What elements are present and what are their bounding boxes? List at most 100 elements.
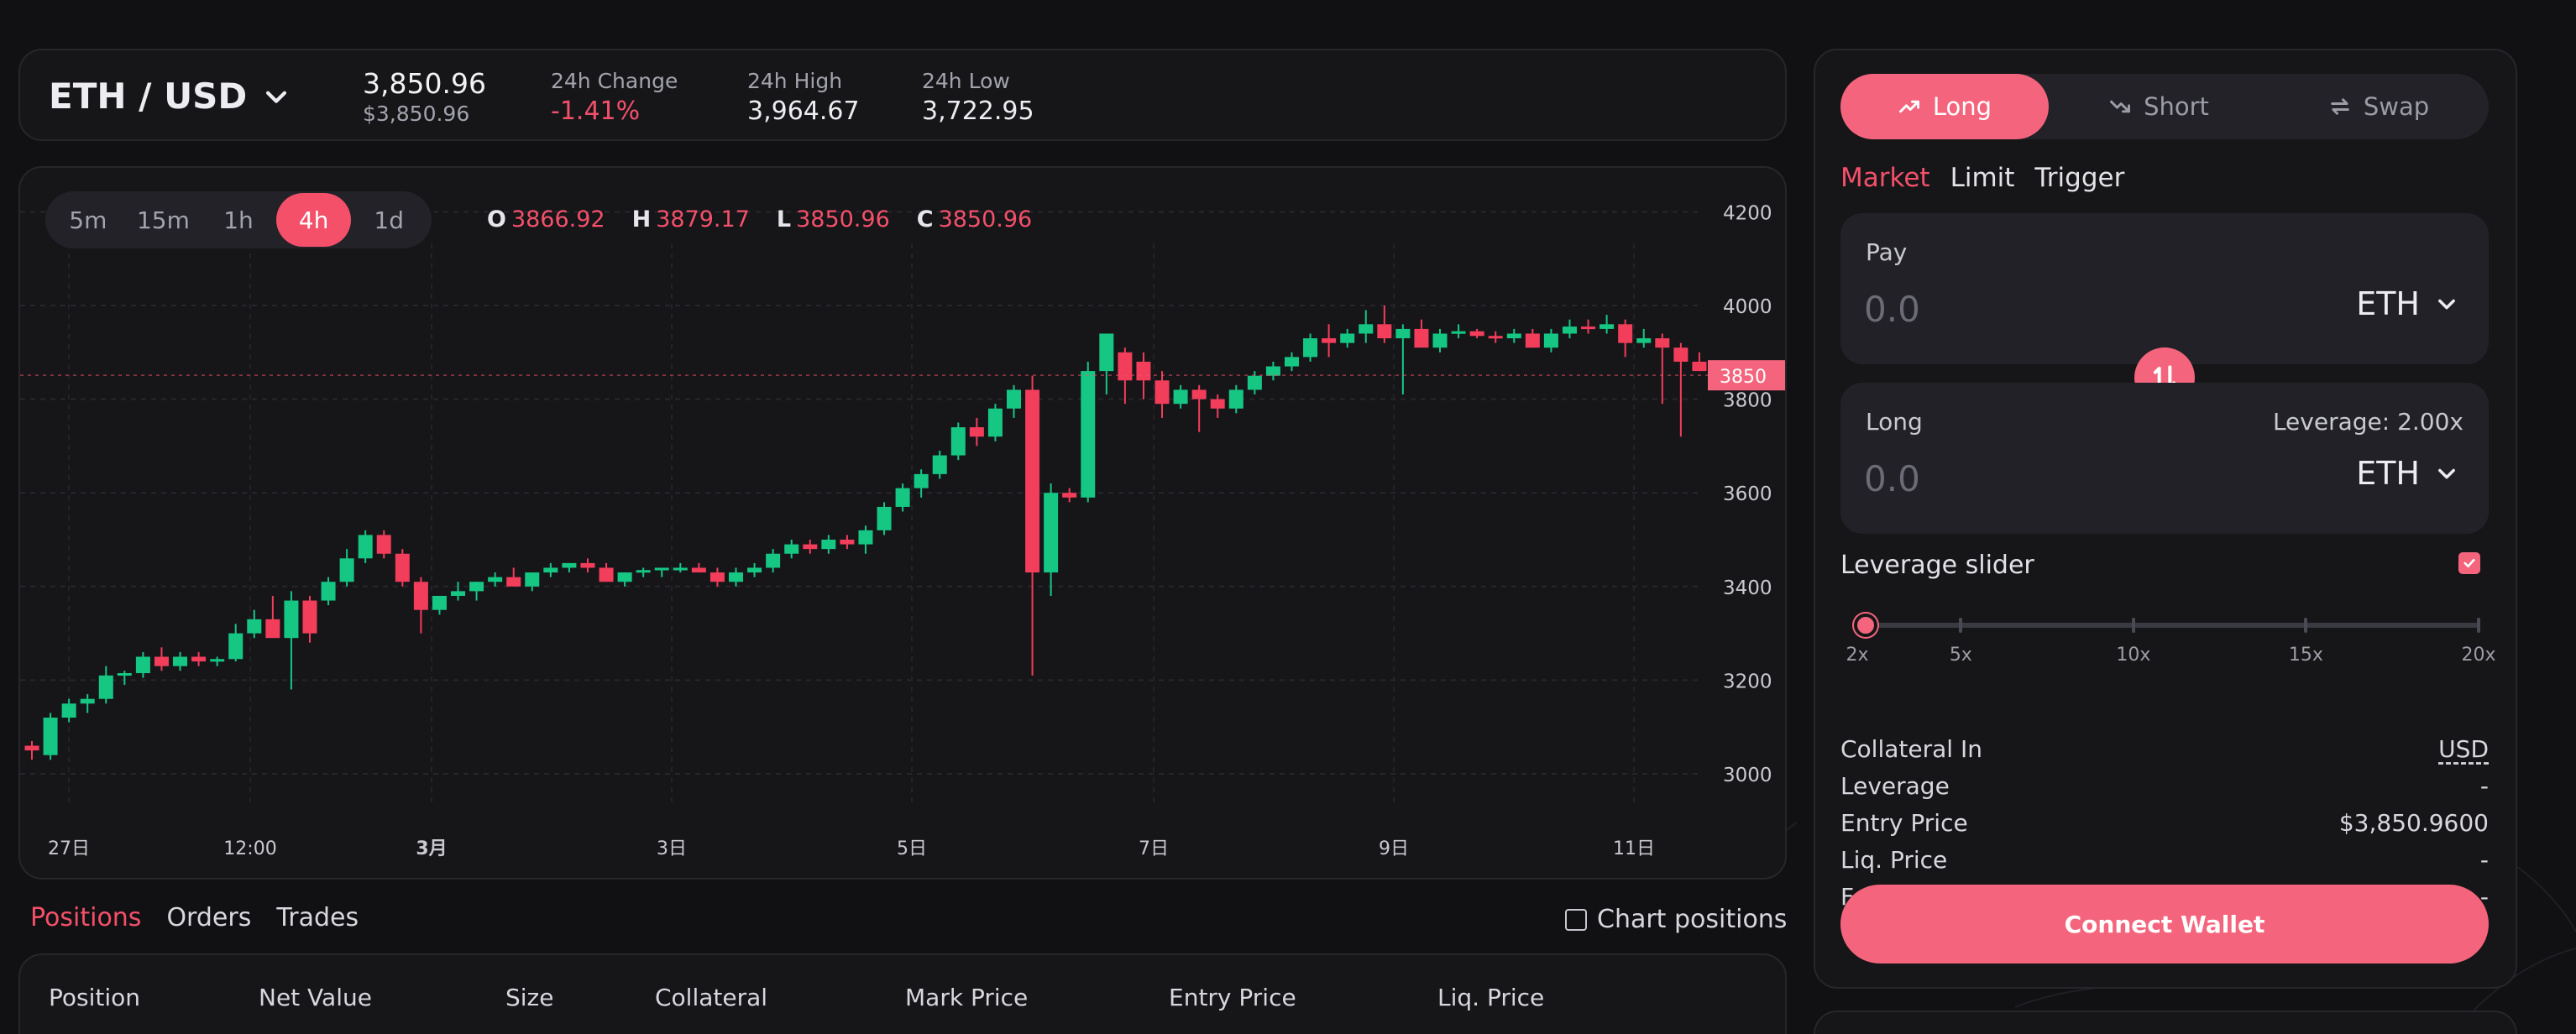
candle-body <box>61 703 76 718</box>
high-label: 24h High <box>747 69 843 93</box>
check-icon <box>2463 558 2475 568</box>
chart-positions-checkbox[interactable] <box>1565 908 1587 931</box>
leverage-slider-row: Leverage slider <box>1840 551 2489 580</box>
candle-body <box>1395 328 1411 339</box>
mode-swap-label: Swap <box>2363 92 2430 121</box>
positions-tabs: Positions Orders Trades <box>30 903 359 932</box>
chevron-down-icon <box>266 91 287 103</box>
info-label: Collateral In <box>1840 735 1982 763</box>
candle-body <box>543 567 558 573</box>
leverage-slider[interactable]: 2x 5x 10x 15x 20x <box>1846 608 2496 666</box>
candle-body <box>154 656 169 666</box>
candle-body <box>98 675 113 699</box>
collateral-token-link[interactable]: USD <box>2438 735 2489 763</box>
column-header-net-value: Net Value <box>259 984 372 1011</box>
candle-body <box>395 553 410 582</box>
price-chart[interactable]: 4200 4000 3800 3600 3400 3200 3000 27日 12:00 3月 3日… <box>20 168 1787 880</box>
info-label: Leverage <box>1840 772 1950 800</box>
tab-positions[interactable]: Positions <box>30 903 142 932</box>
candle-body <box>766 553 781 568</box>
connect-wallet-button[interactable]: Connect Wallet <box>1840 885 2489 964</box>
x-tick-label: 3月 <box>416 838 447 859</box>
info-value: - <box>2479 772 2489 800</box>
timeframe-15m[interactable]: 15m <box>136 206 190 234</box>
candle-body <box>1006 389 1021 409</box>
candle-body <box>840 540 855 545</box>
y-tick-label: 4200 <box>1723 202 1772 224</box>
candle-body <box>525 572 540 587</box>
leverage-slider-label: Leverage slider <box>1840 551 2034 580</box>
timeframe-5m[interactable]: 5m <box>69 206 107 234</box>
pair-selector[interactable]: ETH / USD <box>49 76 291 117</box>
ohlc-readout: O 3866.92 H 3879.17 L 3850.96 C 3850.96 <box>487 206 1032 232</box>
order-type-trigger[interactable]: Trigger <box>2034 163 2125 193</box>
candle-body <box>1118 352 1133 381</box>
column-header-position: Position <box>49 984 141 1011</box>
candle-body <box>617 572 632 582</box>
y-tick-label: 3200 <box>1723 671 1772 692</box>
candle-body <box>636 570 651 573</box>
chart-positions-label: Chart positions <box>1597 905 1788 934</box>
tab-orders[interactable]: Orders <box>166 903 252 932</box>
long-token-selector[interactable]: ETH <box>2356 455 2458 492</box>
column-header-mark-price: Mark Price <box>905 984 1029 1011</box>
info-row-liq-price: Liq. Price - <box>1840 846 2489 883</box>
mode-short-label: Short <box>2144 92 2209 121</box>
y-tick-label: 3000 <box>1723 765 1772 786</box>
candle-body <box>321 582 336 601</box>
candle-body <box>1451 331 1466 334</box>
info-label: Entry Price <box>1840 809 1968 837</box>
ohlc-low: 3850.96 <box>796 206 890 232</box>
mode-long[interactable]: Long <box>1840 74 2049 139</box>
candle-body <box>24 745 39 751</box>
ohlc-open: 3866.92 <box>510 206 605 232</box>
timeframe-1d[interactable]: 1d <box>374 206 404 234</box>
tab-trades[interactable]: Trades <box>276 903 359 932</box>
order-type-market[interactable]: Market <box>1840 163 1930 193</box>
change-value: -1.41% <box>551 97 641 126</box>
long-token-label: ETH <box>2356 455 2420 492</box>
slider-tick-5x <box>1959 618 1963 633</box>
candle-body <box>1228 389 1243 409</box>
chart-positions-toggle[interactable]: Chart positions <box>1565 905 1787 934</box>
candle-body <box>1303 338 1318 358</box>
candle-body <box>117 673 132 676</box>
pay-token-selector[interactable]: ETH <box>2356 285 2458 322</box>
slider-tick-20x <box>2477 618 2480 633</box>
candle-body <box>1581 326 1596 330</box>
high-stat: 24h High 3,964.67 <box>747 69 860 126</box>
candle-body <box>1600 324 1615 329</box>
slider-mark-10x: 10x <box>2116 645 2151 666</box>
long-amount-input[interactable] <box>1864 453 2233 504</box>
timeframe-4h[interactable]: 4h <box>275 193 352 247</box>
candle-body <box>1099 333 1114 372</box>
candle-body <box>506 577 521 587</box>
trade-mode-selector: Long Short Swap <box>1840 74 2489 139</box>
slider-thumb[interactable] <box>1854 614 1877 637</box>
candle-body <box>987 408 1003 437</box>
last-price: 3,850.96 <box>363 67 486 100</box>
candle-body <box>1673 347 1689 362</box>
mode-short[interactable]: Short <box>2049 74 2269 139</box>
candle-body <box>1340 333 1355 343</box>
candle-body <box>1247 375 1262 390</box>
column-header-size: Size <box>505 984 554 1011</box>
candle-body <box>914 473 929 488</box>
candle-body <box>191 656 207 662</box>
candle-body <box>469 582 484 592</box>
candle-body <box>673 567 688 571</box>
candle-body <box>1692 361 1707 372</box>
candle-body <box>284 600 299 639</box>
long-label: Long <box>1866 408 1923 436</box>
y-tick-label: 3400 <box>1723 577 1772 599</box>
y-tick-label: 3600 <box>1723 483 1772 505</box>
trade-panel: Long Short Swap Market Limit Trigger Pay… <box>1814 49 2517 989</box>
ohlc-high: 3879.17 <box>656 206 750 232</box>
order-type-limit[interactable]: Limit <box>1950 163 2015 193</box>
pay-amount-input[interactable] <box>1864 284 2233 334</box>
timeframe-1h[interactable]: 1h <box>223 206 254 234</box>
mode-swap[interactable]: Swap <box>2269 74 2489 139</box>
leverage-slider-checkbox[interactable] <box>2458 552 2480 574</box>
price-block: 3,850.96 $3,850.96 <box>363 67 486 126</box>
y-tick-label: 3800 <box>1723 390 1772 412</box>
